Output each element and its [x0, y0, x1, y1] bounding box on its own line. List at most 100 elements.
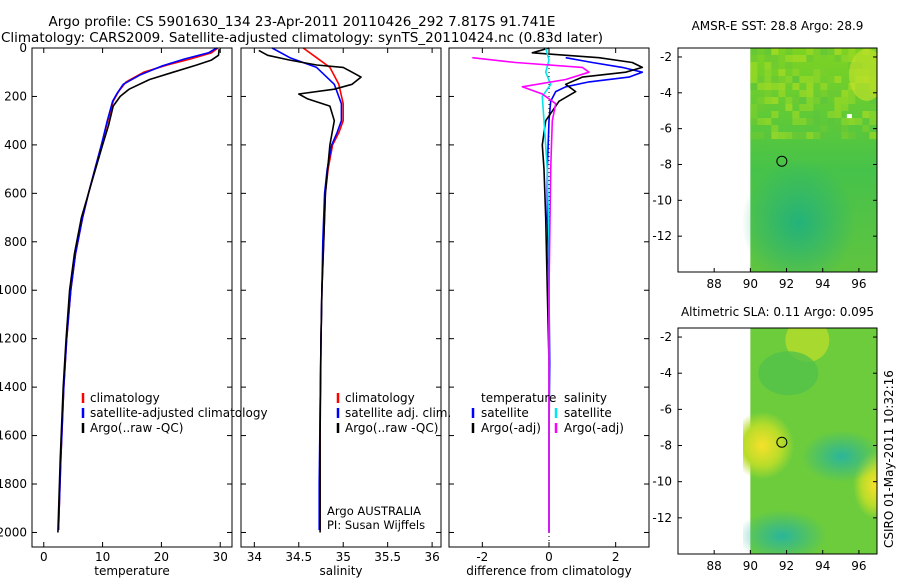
sst-pixel — [799, 118, 807, 125]
sst-pixel — [750, 111, 758, 118]
map-y-tick-label: -4 — [660, 366, 672, 380]
sla-high-patch — [743, 411, 795, 480]
x-tick-label: 36 — [424, 550, 439, 564]
sst-pixel — [764, 118, 772, 125]
sst-pixel — [750, 62, 758, 69]
x-tick-label: 34 — [247, 550, 262, 564]
panel-salinity: 34 34.5 35 35.5 36 salinity climatologysatelli… — [240, 47, 451, 578]
map-title: AMSR-E SST: 28.8 Argo: 28.9 — [692, 19, 864, 33]
series-line-salinity-0 — [302, 47, 345, 530]
sst-pixel — [834, 104, 842, 111]
sst-pixel — [862, 111, 870, 118]
sst-pixel — [792, 69, 800, 76]
x-tick-label: 2 — [612, 550, 620, 564]
map-frame — [677, 47, 878, 273]
sst-pixel — [862, 132, 870, 139]
sst-pixel — [806, 90, 814, 97]
y-tick-label: 200 — [4, 89, 27, 103]
y-tick-label: 1600 — [0, 429, 27, 443]
sst-pixel — [827, 111, 835, 118]
sst-pixel — [778, 55, 786, 62]
sst-pixel — [820, 132, 828, 139]
map-panels: AMSR-E SST: 28.8 Argo: 28.9 88 90 92 94 96 -2 -… — [652, 19, 878, 573]
sst-pixel — [778, 76, 786, 83]
sst-pixel — [764, 132, 772, 139]
y-tick-label: 400 — [4, 138, 27, 152]
sst-pixel — [848, 48, 856, 55]
sst-pixel — [820, 55, 828, 62]
sst-pixel — [764, 90, 772, 97]
legend-heading: salinity — [564, 391, 607, 405]
sst-pixel — [848, 97, 856, 104]
sst-pixel — [750, 76, 758, 83]
x-axis-label: temperature — [94, 564, 169, 578]
sla-low-patch — [801, 430, 877, 483]
sst-pixel — [813, 111, 821, 118]
sst-pixel — [757, 104, 765, 111]
sst-pixel — [750, 118, 758, 125]
sst-pixel — [799, 55, 807, 62]
sst-pixel — [785, 55, 793, 62]
sst-pixel — [799, 132, 807, 139]
sst-pixel — [869, 118, 877, 125]
sst-pixel — [869, 132, 877, 139]
sst-pixel — [806, 118, 814, 125]
x-axis-label: difference from climatology — [466, 564, 632, 578]
map-y-tick-label: -4 — [660, 86, 672, 100]
sst-pixel — [841, 118, 849, 125]
sst-pixel — [827, 76, 835, 83]
sst-pixel — [841, 55, 849, 62]
map-x-tick-label: 92 — [779, 559, 794, 573]
sst-pixel — [764, 83, 772, 90]
y-tick-label: 800 — [4, 235, 27, 249]
legend-label: Argo(..raw -QC) — [345, 421, 438, 435]
sla-mid-patch — [758, 351, 819, 396]
sst-pixel — [778, 83, 786, 90]
sst-pixel — [862, 125, 870, 132]
sst-pixel — [806, 97, 814, 104]
x-tick-label: 10 — [95, 550, 110, 564]
sst-pixel — [834, 90, 842, 97]
map-x-tick-label: 96 — [851, 559, 866, 573]
sst-pixel — [813, 97, 821, 104]
annotation-text: PI: Susan Wijffels — [327, 518, 425, 532]
series-line-difference-3 — [472, 56, 590, 533]
sst-pixel — [834, 55, 842, 62]
sst-pixel — [771, 97, 779, 104]
y-tick-label: 1000 — [0, 283, 27, 297]
series-line-temperature-0 — [57, 47, 219, 531]
axes-frame-salinity — [240, 47, 442, 548]
map-y-tick-label: -6 — [660, 402, 672, 416]
sst-pixel — [855, 118, 863, 125]
map-y-tick-label: -12 — [652, 511, 672, 525]
map-y-tick-label: -8 — [660, 157, 672, 171]
legend-label: satellite — [564, 406, 612, 420]
sst-pixel — [813, 69, 821, 76]
sst-pixel — [841, 104, 849, 111]
x-tick-label: 30 — [213, 550, 228, 564]
sst-pixel — [771, 125, 779, 132]
sst-pixel — [820, 83, 828, 90]
series-line-salinity-1 — [271, 47, 343, 530]
sst-pixel — [820, 125, 828, 132]
sst-pixel — [785, 104, 793, 111]
sst-pixel — [806, 48, 814, 55]
map-x-tick-label: 90 — [743, 277, 758, 291]
x-tick-label: 20 — [154, 550, 169, 564]
sst-pixel — [778, 132, 786, 139]
map-title: Altimetric SLA: 0.11 Argo: 0.095 — [681, 305, 874, 319]
sst-pixel — [750, 132, 758, 139]
sst-pixel — [785, 97, 793, 104]
sst-pixel — [785, 48, 793, 55]
sst-pixel — [799, 90, 807, 97]
sst-pixel — [841, 90, 849, 97]
sst-pixel — [792, 97, 800, 104]
sst-pixel — [792, 83, 800, 90]
sst-pixel — [792, 76, 800, 83]
sst-pixel — [792, 118, 800, 125]
panel-temperature: 0 10 20 30 temperature 0 200 400 600 800 1000 1200 1… — [0, 41, 268, 578]
y-tick-label: 600 — [4, 186, 27, 200]
sst-pixel — [778, 90, 786, 97]
map-x-tick-label: 90 — [743, 559, 758, 573]
